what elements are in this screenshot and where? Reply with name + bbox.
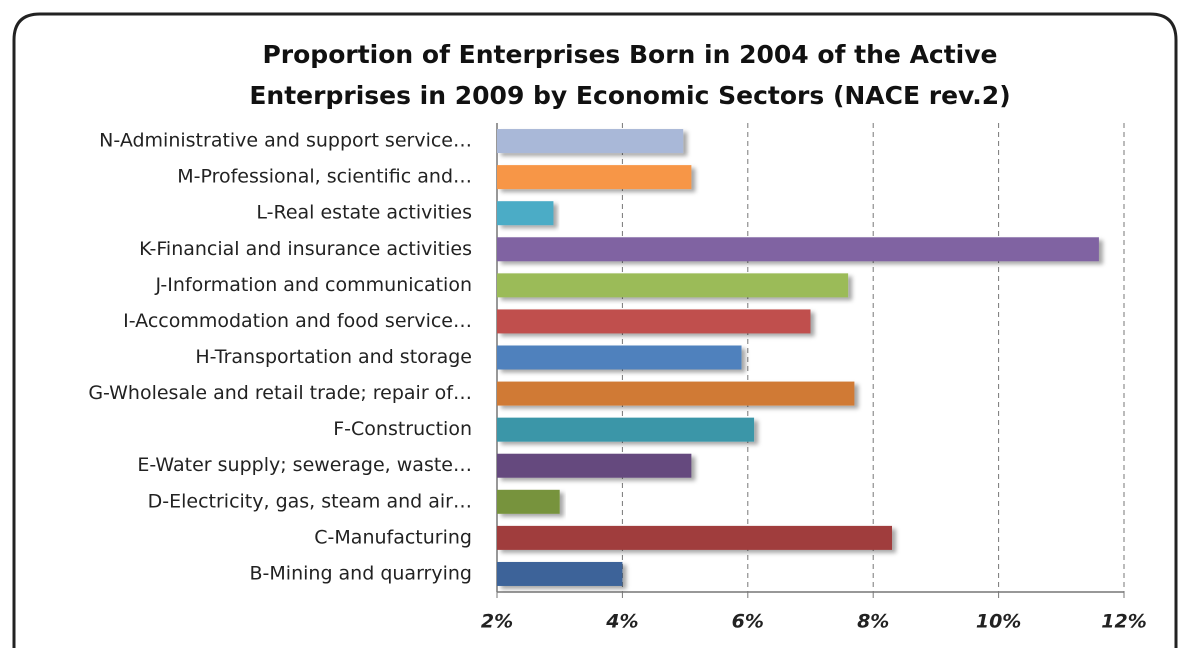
y-tick-label: N-Administrative and support service… [99,130,472,152]
bar [497,489,560,514]
y-tick-label: G-Wholesale and retail trade; repair of… [88,382,472,404]
y-tick-label: F-Construction [333,418,472,440]
x-tick-label: 4% [605,611,638,633]
bar [497,309,811,334]
y-tick-label: K-Financial and insurance activities [139,238,472,260]
bar [497,237,1099,262]
y-tick-label: L-Real estate activities [256,202,472,224]
frame [12,12,1178,648]
y-tick-label: B-Mining and quarrying [250,562,472,584]
chart-title: Proportion of Enterprises Born in 2004 o… [262,40,997,69]
x-tick-label: 2% [481,611,513,633]
y-tick-label: H-Transportation and storage [195,346,472,368]
chart-title: Enterprises in 2009 by Economic Sectors … [249,81,1010,110]
bar [497,525,893,550]
bar [497,417,755,442]
bar [497,129,684,154]
y-tick-label: C-Manufacturing [314,526,472,548]
bar [497,273,849,298]
y-tick-label: D-Electricity, gas, steam and air… [148,490,472,512]
bar [497,453,692,478]
bar [497,561,623,586]
bar [497,345,742,370]
bar [497,381,855,406]
bar [497,201,554,226]
y-tick-label: E-Water supply; sewerage, waste… [137,454,472,476]
x-tick-label: 6% [732,611,764,633]
x-tick-label: 12% [1101,611,1146,633]
y-tick-label: I-Accommodation and food service… [123,310,472,332]
x-tick-label: 8% [857,611,889,633]
x-tick-label: 10% [976,611,1021,633]
bar [497,165,692,190]
y-tick-label: J-Information and communication [154,274,472,296]
y-tick-label: M-Professional, scientific and… [177,166,472,188]
